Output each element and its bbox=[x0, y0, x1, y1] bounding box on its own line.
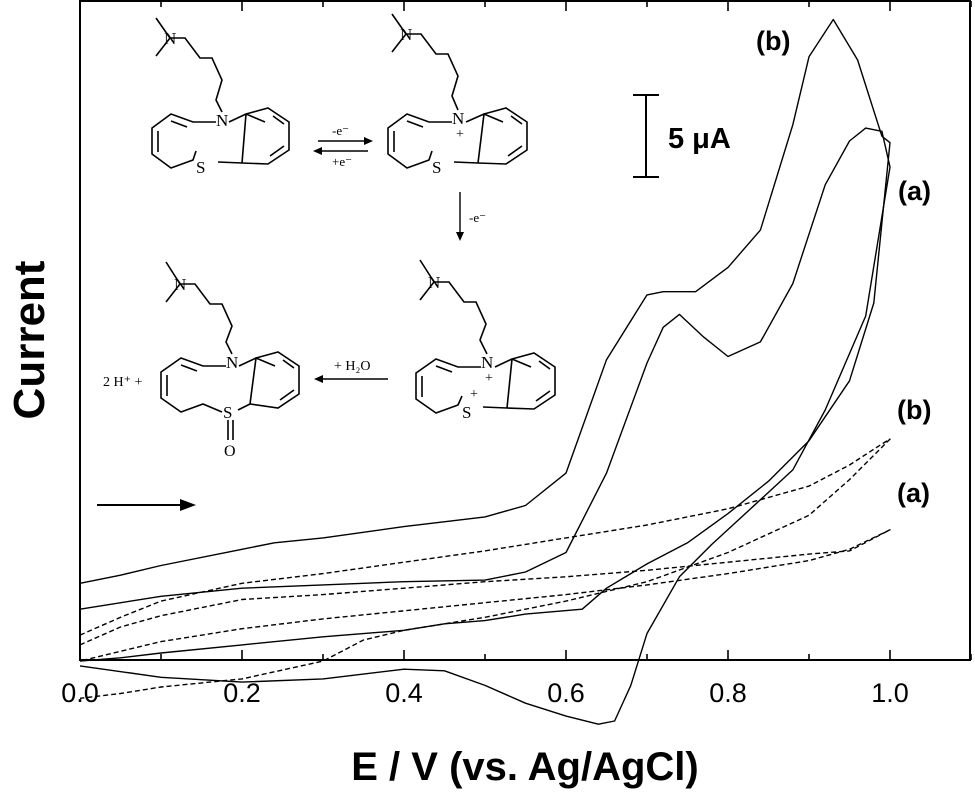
label-minus-electron: -e⁻ bbox=[332, 123, 349, 138]
phenothiazine-neutral-structure: N N S bbox=[151, 17, 290, 177]
atom-sulfur: S bbox=[223, 403, 232, 422]
series-label-b-solid: (b) bbox=[756, 26, 790, 56]
label-hydrolysis: + H₂O bbox=[334, 359, 371, 374]
reaction-scheme: N N S -e⁻ +e⁻ N + N S bbox=[103, 13, 556, 460]
x-tick-label: 0.0 bbox=[61, 678, 99, 708]
sulfoxide-structure: N N S O bbox=[160, 261, 300, 460]
scale-bar-label: 5 μA bbox=[668, 123, 731, 155]
charge-plus: + bbox=[485, 371, 493, 386]
plot-frame bbox=[79, 0, 971, 661]
x-tick-label: 0.4 bbox=[385, 678, 423, 708]
x-tick-label: 0.2 bbox=[223, 678, 261, 708]
x-tick-label: 1.0 bbox=[871, 678, 909, 708]
current-scale-bar bbox=[633, 94, 659, 178]
label-second-electron: -e⁻ bbox=[469, 210, 486, 225]
series-label-a-solid: (a) bbox=[898, 176, 931, 206]
series-line-4-dashed bbox=[79, 529, 891, 662]
x-tick-label: 0.8 bbox=[709, 678, 747, 708]
atom-nitrogen: N bbox=[428, 273, 440, 292]
atom-sulfur: S bbox=[196, 158, 205, 177]
series-line-3-dashed bbox=[79, 438, 891, 699]
series-line-1-solid bbox=[79, 18, 891, 662]
atom-sulfur: S bbox=[432, 158, 441, 177]
scan-direction-arrow bbox=[97, 499, 196, 511]
x-axis-tick-labels: 0.0 0.2 0.4 0.6 0.8 1.0 bbox=[61, 678, 909, 708]
series-label-b-dashed: (b) bbox=[897, 395, 931, 425]
second-oxidation-arrow bbox=[456, 192, 464, 241]
atom-sulfur: S bbox=[462, 403, 471, 422]
atom-nitrogen: N bbox=[481, 353, 493, 372]
atom-nitrogen: N bbox=[452, 109, 464, 128]
radical-cation-structure: N + N S bbox=[387, 13, 528, 177]
x-axis-title: E / V (vs. Ag/AgCl) bbox=[351, 745, 698, 789]
atom-nitrogen: N bbox=[400, 25, 412, 44]
atom-nitrogen: N bbox=[164, 29, 176, 48]
reversible-arrow bbox=[313, 137, 373, 155]
charge-plus: + bbox=[456, 127, 464, 142]
charge-plus: + bbox=[470, 387, 478, 402]
atom-oxygen: O bbox=[224, 443, 236, 460]
series-line-2-solid bbox=[79, 127, 891, 725]
x-axis-ticks bbox=[79, 1, 972, 660]
x-tick-label: 0.6 bbox=[547, 678, 585, 708]
hydrolysis-arrow bbox=[314, 375, 388, 383]
atom-nitrogen: N bbox=[216, 111, 228, 130]
atom-nitrogen: N bbox=[174, 275, 186, 294]
label-protons: 2 H⁺ + bbox=[103, 375, 143, 390]
label-plus-electron: +e⁻ bbox=[332, 154, 352, 169]
series-layer bbox=[79, 18, 891, 725]
atom-nitrogen: N bbox=[226, 353, 238, 372]
y-axis-title: Current bbox=[5, 260, 54, 419]
dication-structure: N + N + S bbox=[415, 259, 556, 422]
series-label-a-dashed: (a) bbox=[897, 478, 930, 508]
